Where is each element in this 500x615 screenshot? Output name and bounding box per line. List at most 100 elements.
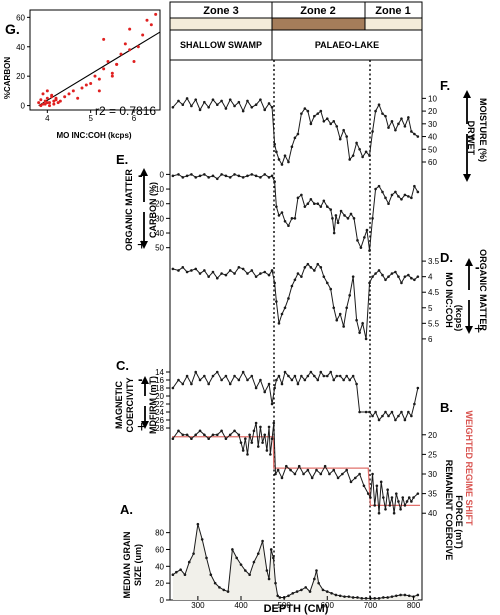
depth-axis-tick-label: 800	[407, 601, 421, 610]
panel-a-y-tick-label: 80	[155, 529, 164, 538]
panel-d-data-point	[397, 275, 400, 278]
panel-a-data-point	[416, 593, 420, 597]
panel-b-data-point	[399, 508, 402, 511]
panel-f-data-point	[275, 150, 278, 154]
panel-f-data-point	[381, 112, 384, 115]
panel-b-data-point	[252, 429, 256, 433]
panel-e-data-point	[254, 174, 258, 178]
panel-a-data-point	[248, 573, 251, 577]
panel-b-data-point	[233, 429, 236, 433]
panel-c-data-point	[387, 414, 390, 418]
panel-d-data-point	[338, 312, 342, 316]
panel-f-data-point	[267, 102, 271, 105]
panel-e-data-point	[384, 196, 387, 200]
panel-b-data-point	[215, 433, 219, 437]
inset-scatter-point	[123, 42, 127, 46]
inset-scatter-point	[154, 12, 158, 16]
panel-f-data-point	[335, 125, 339, 128]
panel-f-data-point	[293, 136, 297, 140]
inset-y-tick-label: 0	[21, 102, 26, 111]
panel-d-data-point	[342, 325, 345, 328]
panel-f-data-point	[384, 114, 387, 118]
panel-d-data-point	[368, 281, 371, 285]
panel-b-data-point	[244, 437, 247, 440]
panel-e-data-point	[277, 214, 281, 217]
panel-d-data-point	[228, 269, 232, 272]
panel-b-data-point	[373, 504, 377, 507]
panel-d-data-point	[403, 275, 407, 278]
panel-a-data-point	[179, 568, 182, 571]
panel-c-data-point	[410, 414, 413, 418]
panel-c-data-point	[381, 414, 384, 418]
b-weighted-regime-shift-label: WEIGHTED REGIME SHIFT	[464, 410, 474, 526]
inset-scatter-point	[50, 93, 54, 97]
panel-b-data-point	[349, 480, 353, 484]
panel-a-y-tick-label: 0	[160, 596, 165, 605]
panel-b-data-point	[276, 468, 280, 472]
panel-d-mo-inc-coh: 3.5 4 4.5 5 5.5 6	[171, 257, 440, 344]
panel-c-y-tick-label: 14	[155, 368, 164, 377]
panel-letter-e: E.	[116, 152, 128, 167]
panel-f-data-point	[387, 126, 390, 129]
panel-b-data-point	[284, 464, 288, 468]
panel-c-data-point	[394, 418, 397, 422]
panel-e-data-point	[203, 173, 206, 176]
panel-f-y-tick-label: 50	[428, 145, 437, 154]
panel-d-y-tick-label: 6	[428, 335, 433, 344]
e-minus-sign: -	[138, 167, 143, 183]
panel-a-grain-size: 0 20 40 60 80	[155, 520, 420, 605]
panel-c-data-point	[228, 382, 232, 386]
depth-axis-tick-label: 500	[277, 601, 291, 610]
panel-e-data-point	[275, 205, 278, 208]
panel-b-data-point	[306, 468, 310, 472]
panel-a-data-point	[183, 573, 187, 577]
panel-d-data-point	[407, 273, 410, 277]
inset-scatter-point	[84, 83, 88, 87]
panel-b-coercive-force: 20 25 30 35 40	[171, 421, 437, 525]
panel-d-y-tick-label: 4	[428, 273, 433, 282]
panel-a-data-point	[226, 590, 230, 593]
panel-c-data-point	[171, 386, 175, 390]
panel-e-y-tick-label: 50	[155, 244, 164, 253]
panel-e-data-point	[377, 184, 381, 188]
panel-d-data-point	[413, 278, 416, 282]
panel-b-data-point	[207, 437, 210, 440]
panel-a-data-point	[278, 596, 282, 599]
panel-d-data-point	[220, 272, 223, 275]
panel-d-data-point	[355, 318, 358, 322]
inset-scatter-point	[102, 37, 106, 41]
panel-c-data-point	[241, 370, 245, 374]
inset-scatter-point	[45, 96, 49, 100]
panel-e-data-point	[237, 174, 241, 178]
panel-a-y-tick-label: 60	[155, 545, 164, 554]
panel-a-data-point	[239, 563, 243, 566]
panel-e-data-point	[410, 196, 413, 200]
panel-c-data-point	[203, 374, 206, 378]
panel-e-data-point	[371, 217, 374, 220]
inset-y-tick-label: 40	[16, 43, 25, 52]
panel-c-y-tick-label: 26	[155, 416, 164, 425]
panel-b-data-point	[377, 511, 381, 515]
panel-b-data-point	[388, 504, 392, 507]
panel-c-data-point	[342, 378, 345, 382]
panel-b-data-point	[341, 472, 344, 476]
panel-b-data-point	[405, 500, 409, 503]
g-ylabel: %CARBON	[3, 57, 12, 99]
panel-c-data-point	[250, 374, 254, 378]
panel-d-y-tick-label: 5.5	[428, 319, 440, 328]
panel-f-data-point	[273, 142, 276, 146]
panel-d-data-point	[287, 297, 290, 300]
zone-3-label: Zone 3	[203, 5, 238, 17]
inset-scatter-point	[43, 102, 47, 106]
panel-a-data-point	[272, 556, 275, 560]
d-plus-sign: +	[474, 321, 483, 338]
panel-d-data-point	[277, 322, 281, 325]
panel-e-carbon: 0 10 20 30 40 50	[155, 170, 420, 255]
panel-f-data-point	[355, 141, 358, 145]
panel-f-data-point	[325, 117, 329, 121]
panel-f-data-point	[371, 130, 374, 133]
depth-axis-tick-label: 300	[191, 601, 205, 610]
panel-d-data-point	[296, 272, 300, 275]
panel-b-y-tick-label: 35	[428, 490, 437, 499]
panel-f-data-point	[259, 98, 262, 101]
